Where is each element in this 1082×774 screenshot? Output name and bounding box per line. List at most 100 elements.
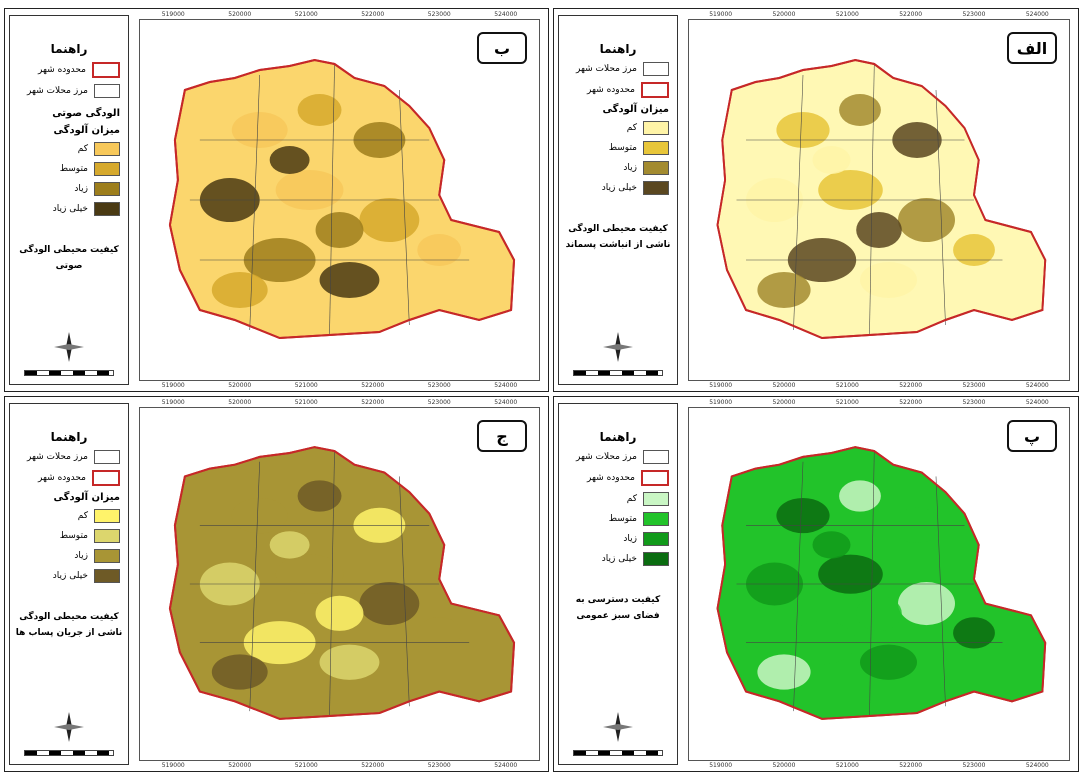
x-tick-label: 523000 [427,382,451,389]
pollution-zone [812,531,851,559]
pollution-zone [231,112,288,148]
x-tick-label: 519000 [161,11,185,18]
map-area: 519000 520000 521000 522000 523000 524000 519… [139,11,540,389]
pollution-zone [211,654,268,690]
legend-item-high: زیاد [10,182,120,196]
x-tick-label: 523000 [962,382,986,389]
pollution-zone [898,198,955,242]
pollution-zone [953,617,995,649]
panel-badge: ب [477,32,527,64]
legend: راهنما مرز محلات شهر محدوده شهر کم متوسط… [558,403,678,765]
legend-item-city-limits: محدوده شهر [559,470,669,486]
pollution-zone [776,112,830,148]
pollution-zone [818,170,883,210]
legend-item-very-high: خیلی زیاد [10,569,120,583]
scale-bar [24,750,114,756]
x-ticks-top: 519000 520000 521000 522000 523000 524000 [140,399,539,406]
neighborhood-boundary [399,89,410,326]
x-tick-label: 524000 [494,11,518,18]
legend-heading-level: میزان آلودگی [53,125,120,136]
legend-heading-noise: الودگی صوتی [52,108,120,119]
neighborhood-boundary [399,476,410,707]
x-tick-label: 524000 [494,382,518,389]
x-tick-label: 523000 [962,762,986,769]
x-tick-label: 520000 [772,762,796,769]
pollution-zone [315,212,364,248]
map-area: 519000 520000 521000 522000 523000 524000 519… [139,399,540,769]
scale-bar [24,370,114,376]
neighborhood-boundary [869,451,875,717]
x-tick-label: 522000 [899,762,923,769]
legend-item-very-high: خیلی زیاد [10,202,120,216]
x-tick-label: 524000 [494,399,518,406]
legend-item-neighborhoods: مرز محلات شهر [10,450,120,464]
panel-badge: ج [477,420,527,452]
map-description: کیفیت دسترسی به فضای سبز عمومی [575,595,661,621]
x-tick-label: 521000 [294,762,318,769]
x-tick-label: 520000 [772,399,796,406]
x-tick-label: 524000 [1025,11,1049,18]
x-ticks-top: 519000 520000 521000 522000 523000 524000 [689,399,1069,406]
x-tick-label: 523000 [962,399,986,406]
x-tick-label: 523000 [427,399,451,406]
x-tick-label: 522000 [899,399,923,406]
pollution-zone [776,497,830,534]
pollution-zone [319,262,380,298]
city-map [168,58,516,340]
city-map [168,446,516,720]
x-tick-label: 519000 [709,399,733,406]
scale-bar [573,750,663,756]
pollution-zone [856,595,902,631]
x-ticks-top: 519000 520000 521000 522000 523000 524000 [689,11,1069,18]
north-arrow-icon [603,712,633,742]
map-area: 519000 520000 521000 522000 523000 524000 519… [688,11,1070,389]
neighborhood-boundary [329,64,335,336]
city-limits-outline [168,58,516,340]
neighborhood-boundary [329,451,335,717]
legend-item-very-high: خیلی زیاد [559,552,669,566]
scale-bar [573,370,663,376]
x-tick-label: 519000 [161,399,185,406]
x-tick-label: 520000 [772,11,796,18]
legend: راهنما مرز محلات شهر محدوده شهر میزان آل… [558,15,678,385]
x-tick-label: 522000 [361,762,385,769]
x-tick-label: 519000 [709,382,733,389]
neighborhood-boundary [249,461,260,712]
x-tick-label: 519000 [709,762,733,769]
pollution-zone [856,212,902,248]
x-tick-label: 520000 [228,382,252,389]
pollution-zone [757,272,811,308]
x-tick-label: 519000 [161,382,185,389]
pollution-zone [275,170,344,210]
city-limits-outline [716,446,1047,720]
x-tick-label: 520000 [228,399,252,406]
pollution-zone [319,644,380,680]
neighborhood-boundary [935,89,946,326]
city-limits-outline [168,446,516,720]
legend-item-low: کم [10,142,120,156]
x-tick-label: 522000 [361,11,385,18]
map-description: کیفیت محیطی الودگی صوتی [19,245,119,271]
x-tick-label: 522000 [361,382,385,389]
pollution-zone [269,531,310,559]
map-panel-alef: راهنما مرز محلات شهر محدوده شهر میزان آل… [553,8,1079,392]
pollution-zone [275,554,344,594]
x-tick-label: 524000 [1025,762,1049,769]
legend-title: راهنما [50,430,88,444]
city-map [716,58,1047,340]
legend-item-city-limits: محدوده شهر [10,62,120,78]
pollution-zone [860,644,917,680]
legend-item-high: زیاد [10,549,120,563]
x-tick-label: 524000 [494,762,518,769]
pollution-zone [812,146,851,174]
legend-heading-level: میزان آلودگی [602,104,669,115]
neighborhood-boundary [793,461,804,712]
pollution-zone [898,582,955,626]
legend-title: راهنما [599,42,637,56]
x-tick-label: 521000 [835,11,859,18]
x-tick-label: 520000 [772,382,796,389]
pollution-zone [211,272,268,308]
north-arrow-icon [603,332,633,362]
panel-badge: پ [1007,420,1057,452]
pollution-zone [269,146,310,174]
